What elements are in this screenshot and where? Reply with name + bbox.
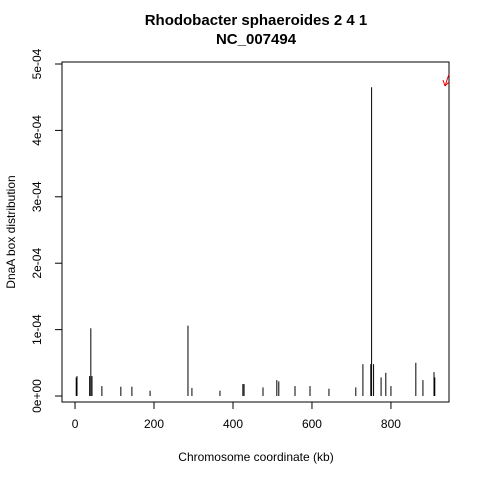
x-tick-label: 400 <box>223 417 243 431</box>
plot-box <box>61 61 450 403</box>
arrow <box>442 73 450 87</box>
x-tick-label: 800 <box>381 417 401 431</box>
y-tick-label: 5e-04 <box>30 48 44 79</box>
x-tick-label: 0 <box>72 417 79 431</box>
chart-title: Rhodobacter sphaeroides 2 4 1 <box>145 12 368 29</box>
chart-subtitle: NC_007494 <box>216 31 297 48</box>
x-axis-label: Chromosome coordinate (kb) <box>178 450 333 464</box>
x-tick-label: 200 <box>144 417 164 431</box>
y-tick-label: 3e-04 <box>30 181 44 212</box>
y-tick-label: 4e-04 <box>30 115 44 146</box>
y-tick-label: 0e+00 <box>30 379 44 413</box>
y-axis-label: DnaA box distribution <box>4 175 18 288</box>
x-tick-label: 600 <box>302 417 322 431</box>
y-tick-label: 2e-04 <box>30 248 44 279</box>
y-tick-label: 1e-04 <box>30 314 44 345</box>
